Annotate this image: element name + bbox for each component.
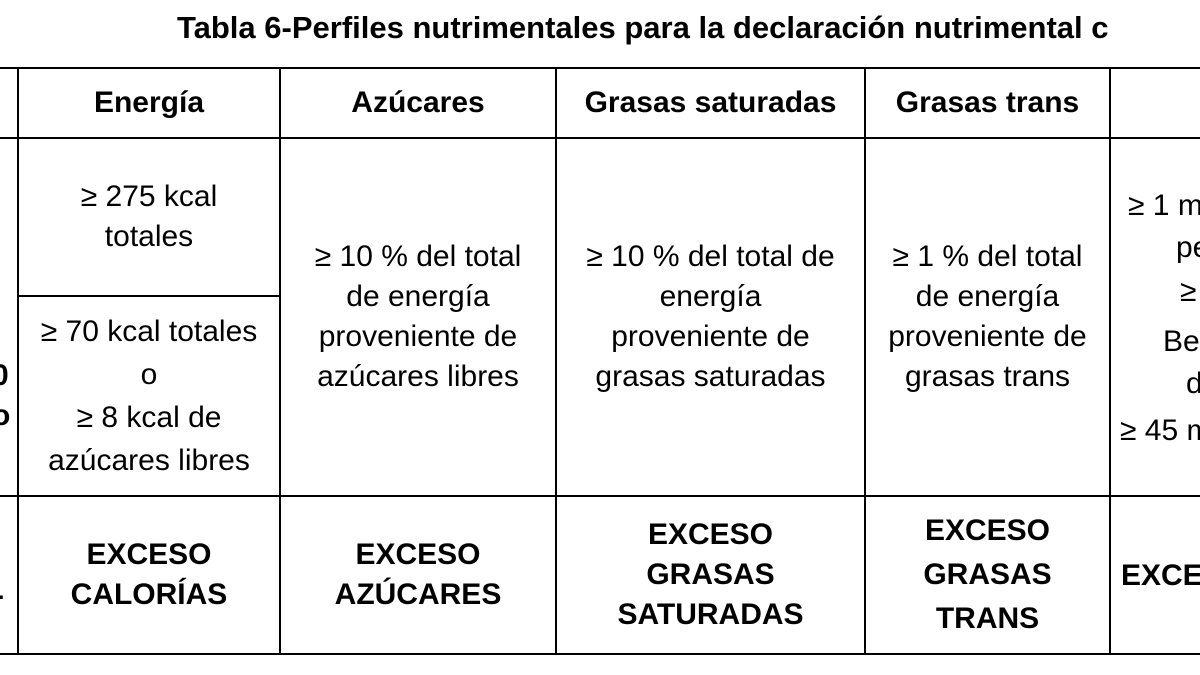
- cell-text: TRANS: [935, 602, 1040, 635]
- cell-energia-top: ≥ 275 kcal totales: [19, 139, 279, 295]
- cell-text: totales: [104, 220, 194, 253]
- header-grasas-saturadas-label: Grasas saturadas: [584, 86, 837, 119]
- cell-right-cut-line-1: ≥ 1 m: [1128, 189, 1200, 222]
- cell-text: de energía: [346, 280, 490, 313]
- cell-azucares-criteria: ≥ 10 % del total de energía proveniente …: [281, 139, 555, 495]
- cell-right-cut-line-3: ≥: [1180, 275, 1197, 308]
- cell-exceso-azucares: EXCESO AZÚCARES: [281, 497, 555, 653]
- cell-text: ≥ 10 % del total: [314, 240, 522, 273]
- header-row-divider: [0, 137, 1200, 139]
- cell-exceso-right-cut: EXCE: [1121, 559, 1200, 592]
- header-grasas-trans: Grasas trans: [866, 69, 1109, 137]
- header-grasas-saturadas: Grasas saturadas: [557, 69, 864, 137]
- col-divider-2: [555, 67, 557, 655]
- cell-text: grasas trans: [904, 360, 1071, 393]
- header-energia-label: Energía: [93, 86, 205, 119]
- cell-text: EXCESO: [355, 538, 481, 571]
- cell-right-cut-line-5: d: [1186, 367, 1200, 400]
- cell-text: grasas saturadas: [595, 360, 826, 393]
- cell-text: GRASAS: [646, 558, 775, 591]
- cell-text: azúcares libres: [317, 360, 519, 393]
- cell-text: CALORÍAS: [70, 578, 228, 611]
- col-divider-4: [1109, 67, 1111, 655]
- cell-grasas-saturadas-criteria: ≥ 10 % del total de energía proveniente …: [557, 139, 864, 495]
- cell-grasas-trans-criteria: ≥ 1 % del total de energía proveniente d…: [866, 139, 1109, 495]
- cell-text: ≥ 10 % del total de: [586, 240, 835, 273]
- cell-text: de energía: [915, 280, 1060, 313]
- cell-text: o: [140, 358, 158, 391]
- cell-text: proveniente de: [611, 320, 810, 353]
- cell-text: proveniente de: [888, 320, 1087, 353]
- cell-left-cut-line-1: 0: [0, 359, 9, 392]
- cell-text: ≥ 70 kcal totales: [40, 315, 258, 348]
- cell-exceso-grasas-saturadas: EXCESO GRASAS SATURADAS: [557, 497, 864, 653]
- row1-row2-divider: [0, 495, 1200, 497]
- cell-text: SATURADAS: [617, 598, 804, 631]
- cell-text: energía: [659, 280, 762, 313]
- cell-exceso-calorias: EXCESO CALORÍAS: [19, 497, 279, 653]
- cell-text: ≥ 8 kcal de: [76, 401, 222, 434]
- cell-left-cut-line-2: o: [0, 399, 11, 432]
- cell-energia-bottom: ≥ 70 kcal totales o ≥ 8 kcal de azúcares…: [19, 297, 279, 495]
- cell-text: proveniente de: [318, 320, 518, 353]
- cell-right-cut-line-4: Be: [1163, 325, 1200, 358]
- cell-text: AZÚCARES: [334, 578, 502, 611]
- col-divider-1: [279, 67, 281, 655]
- cell-text: ≥ 275 kcal: [80, 180, 218, 213]
- cell-text: azúcares libres: [48, 444, 250, 477]
- cell-text: EXCESO: [924, 514, 1051, 547]
- cell-exceso-left-cut: -: [0, 576, 4, 616]
- cell-exceso-grasas-trans: EXCESO GRASAS TRANS: [866, 497, 1109, 653]
- header-grasas-trans-label: Grasas trans: [895, 86, 1080, 119]
- table-title: Tabla 6-Perfiles nutrimentales para la d…: [177, 10, 1109, 45]
- table-border-bottom: [0, 653, 1200, 655]
- cell-text: EXCESO: [647, 518, 774, 551]
- col-divider-0: [17, 67, 19, 655]
- energy-split-divider: [18, 295, 280, 297]
- header-azucares: Azúcares: [281, 69, 555, 137]
- cell-right-cut-line-2: pe: [1176, 231, 1200, 264]
- header-azucares-label: Azúcares: [351, 86, 485, 119]
- cell-text: EXCESO: [86, 538, 212, 571]
- header-energia: Energía: [19, 69, 279, 137]
- col-divider-3: [864, 67, 866, 655]
- table-border-top: [0, 67, 1200, 69]
- cell-text: GRASAS: [923, 558, 1052, 591]
- cell-text: ≥ 1 % del total: [892, 240, 1083, 273]
- cell-right-cut-line-6: ≥ 45 m: [1120, 414, 1200, 447]
